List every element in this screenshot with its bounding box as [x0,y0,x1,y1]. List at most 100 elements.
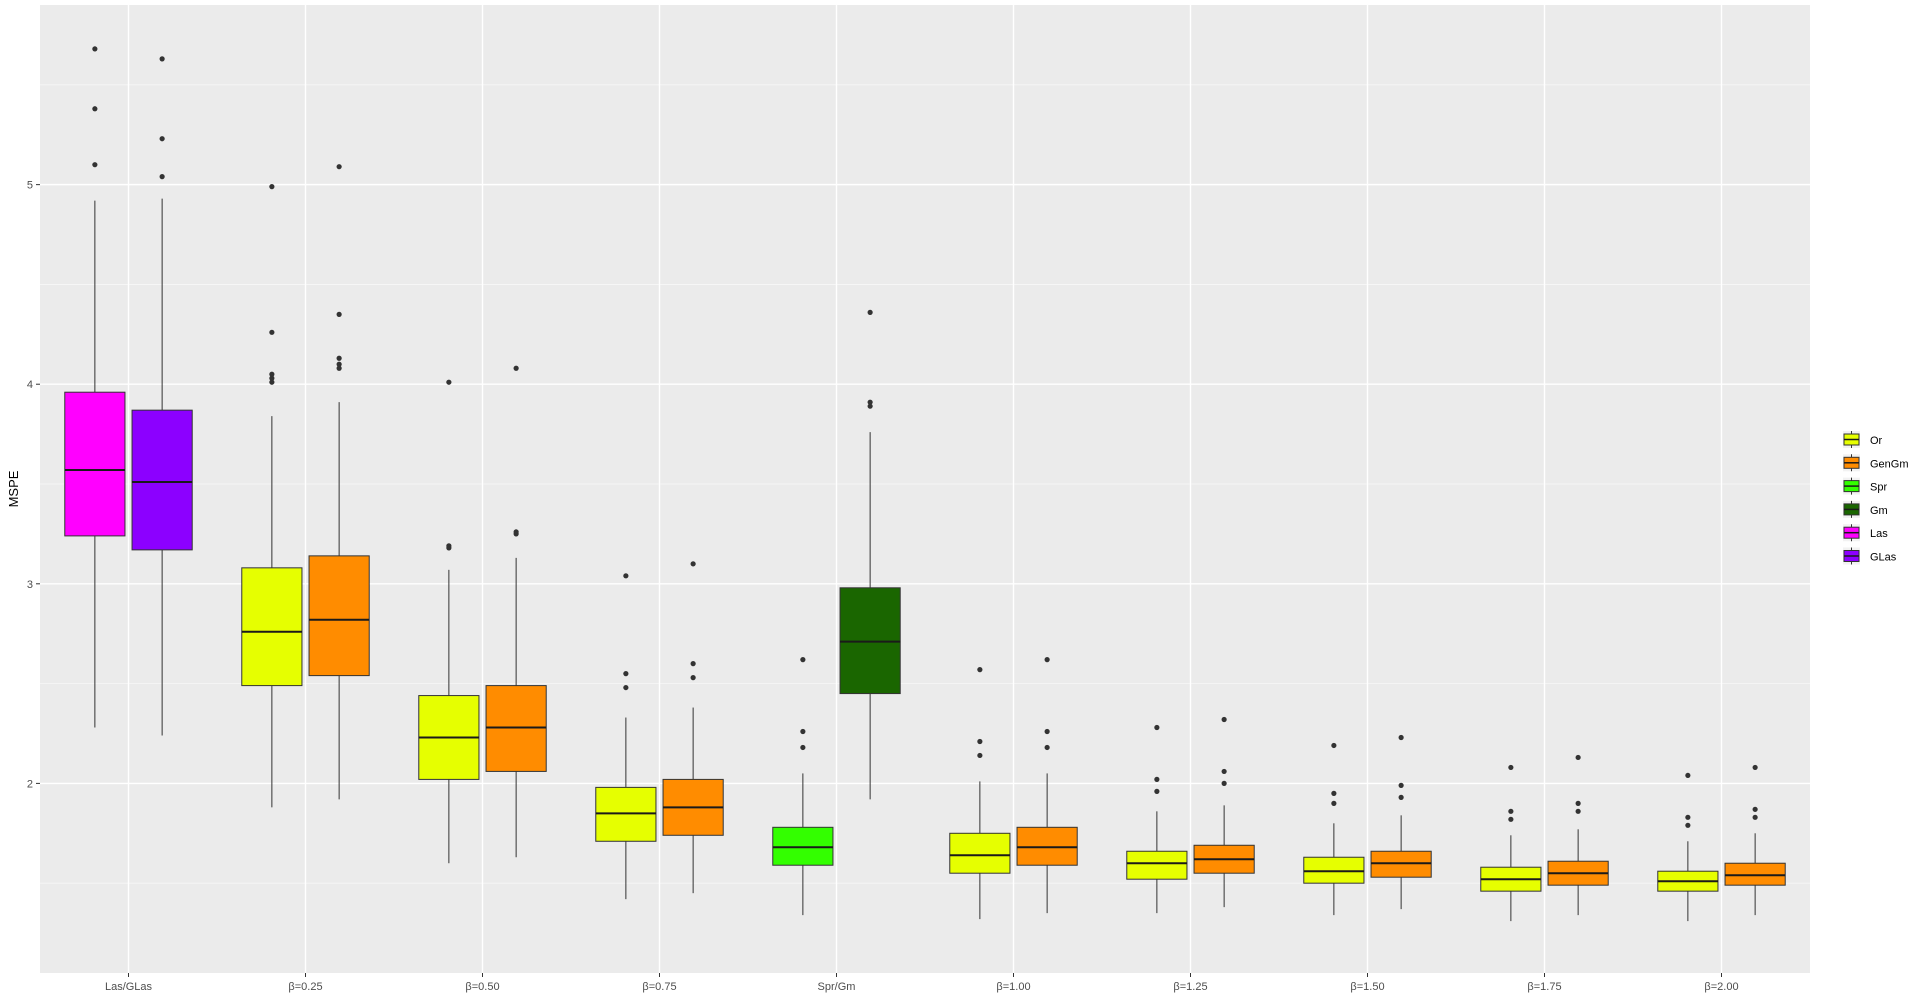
outlier-point [446,543,452,549]
iqr-box [131,409,193,551]
outlier-point [623,684,629,691]
outlier-point [513,529,519,535]
y-axis-title: MSPE [6,470,21,507]
y-tick-label: 2 [27,778,33,790]
outlier-point [867,403,873,409]
outlier-point [1221,768,1227,775]
x-tick-label: β=0.50 [465,981,499,993]
outlier-point [977,738,983,745]
outlier-point [623,671,629,677]
outlier-point [977,752,983,759]
x-tick-label: Las/GLas [105,981,153,993]
box-or [1480,764,1542,922]
outlier-point [1685,814,1691,820]
outlier-point [1575,808,1581,814]
box-gengm [1547,754,1609,916]
outlier-point [1331,790,1337,796]
outlier-point [1044,657,1050,663]
box-or [595,573,657,900]
x-tick-label: β=0.25 [288,981,322,993]
legend-label: Gm [1870,505,1888,517]
outlier-point [1752,806,1758,812]
y-tick-label: 5 [27,180,33,192]
outlier-point [1398,794,1404,800]
outlier-point [269,184,275,190]
outlier-point [269,329,275,335]
outlier-point [1044,728,1050,735]
outlier-point [1331,742,1337,749]
box-or [949,667,1011,920]
y-axis: 2 3 4 5 [27,180,40,790]
outlier-point [159,136,165,142]
x-tick-label: β=1.50 [1350,981,1384,993]
outlier-point [1685,822,1691,828]
outlier-point [690,561,696,567]
outlier-point [1752,764,1758,771]
box-or [1303,742,1365,916]
outlier-point [269,371,275,377]
outlier-point [1221,780,1227,786]
box-or [1126,724,1188,914]
outlier-point [336,365,342,371]
outlier-point [1154,724,1160,731]
legend-label: Spr [1870,482,1887,494]
outlier-point [1508,764,1514,771]
x-tick-label: β=1.75 [1527,981,1561,993]
outlier-point [800,744,806,751]
outlier-point [690,675,696,681]
outlier-point [336,361,342,367]
outlier-point [1221,716,1227,723]
box-gengm [1016,657,1078,914]
iqr-box [308,555,370,677]
box-gengm [308,164,370,800]
box-or [1657,772,1719,922]
legend-item-spr: Spr [1843,477,1887,495]
legend-label: Or [1870,435,1883,447]
outlier-point [1575,754,1581,761]
outlier-point [1752,814,1758,820]
iqr-box [949,832,1011,874]
box-gengm [485,365,547,858]
outlier-point [1154,788,1160,794]
box-gengm [1193,716,1255,908]
outlier-point [92,106,98,112]
box-or [418,379,480,864]
legend-item-gengm: GenGm [1843,454,1909,472]
outlier-point [92,46,98,52]
legend-item-las: Las [1843,524,1888,542]
x-tick-label: β=1.00 [996,981,1030,993]
outlier-point [336,311,342,317]
y-tick-label: 3 [27,579,33,591]
iqr-box [1126,850,1188,880]
legend-item-glas: GLas [1843,547,1897,565]
outlier-point [92,162,98,168]
outlier-point [159,174,165,180]
outlier-point [159,56,165,62]
legend-label: GenGm [1870,458,1909,470]
outlier-point [867,399,873,405]
outlier-point [1398,734,1404,741]
outlier-point [1508,816,1514,822]
outlier-point [336,355,342,361]
outlier-point [446,379,452,385]
legend-label: GLas [1870,552,1897,564]
box-gengm [1724,764,1786,916]
legend-item-or: Or [1843,431,1883,448]
outlier-point [1575,800,1581,806]
outlier-point [336,164,342,170]
outlier-point [1154,776,1160,783]
outlier-point [1685,772,1691,779]
x-tick-label: β=2.00 [1704,981,1738,993]
outlier-point [623,573,629,579]
outlier-point [1508,808,1514,814]
y-tick-label: 4 [27,379,33,391]
outlier-point [800,728,806,735]
legend-item-gm: Gm [1843,500,1888,518]
legend: Or GenGm Spr Gm Las GLas [1843,431,1909,565]
box-gm [839,309,901,800]
iqr-box [64,391,126,537]
outlier-point [690,661,696,667]
legend-label: Las [1870,528,1888,540]
box-gengm [662,561,724,894]
